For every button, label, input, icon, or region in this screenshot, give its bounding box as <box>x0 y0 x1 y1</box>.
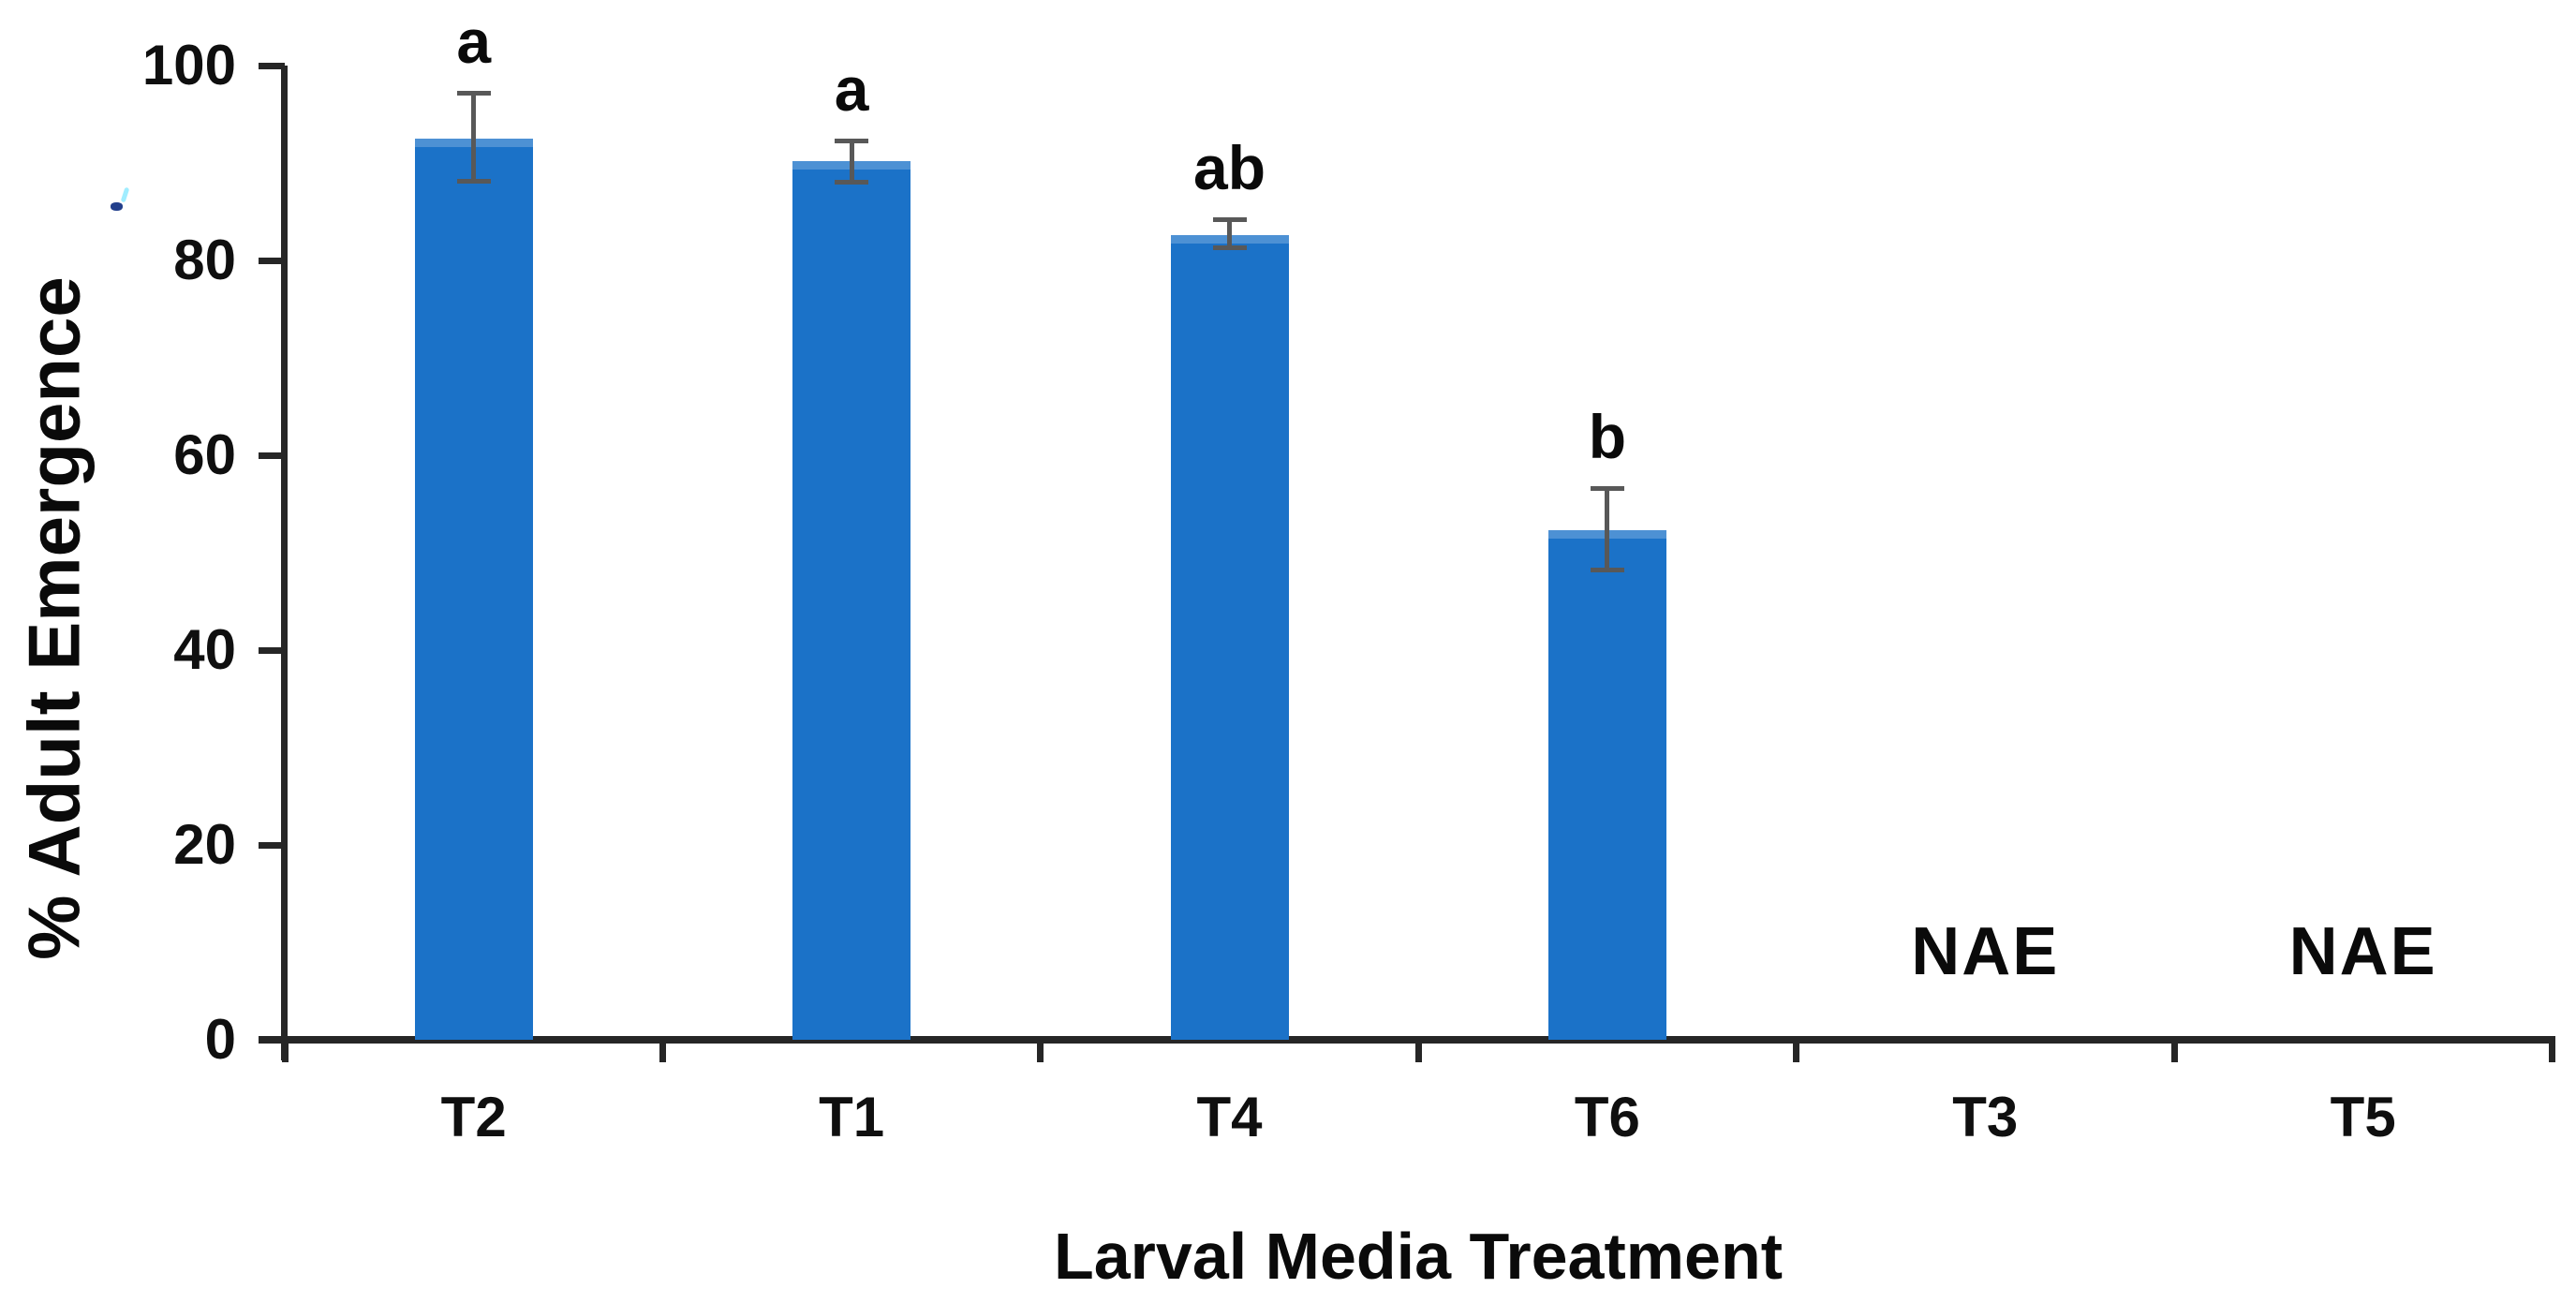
y-tick-label-20: 20 <box>173 813 236 876</box>
y-axis-line <box>281 66 288 1060</box>
y-tick-20 <box>259 841 285 849</box>
y-tick-0 <box>259 1036 285 1044</box>
y-tick-label-80: 80 <box>173 229 236 291</box>
sig-letter-T6: b <box>1588 402 1627 472</box>
bar-T6 <box>1547 530 1666 1040</box>
x-tick-6 <box>2548 1040 2555 1062</box>
x-tick-3 <box>1414 1040 1422 1062</box>
y-tick-label-100: 100 <box>141 34 236 96</box>
x-axis-title: Larval Media Treatment <box>1053 1220 1784 1293</box>
x-tick-label-T1: T1 <box>819 1086 885 1148</box>
y-tick-label-0: 0 <box>204 1008 236 1071</box>
error-bar-cap-bottom-T4 <box>1212 244 1247 250</box>
y-tick-60 <box>259 452 285 459</box>
y-tick-label-60: 60 <box>173 423 236 486</box>
x-tick-label-T3: T3 <box>1952 1086 2019 1148</box>
x-tick-2 <box>1037 1040 1044 1062</box>
error-bar-cap-top-T6 <box>1590 485 1624 491</box>
error-bar-T4 <box>1227 219 1232 248</box>
x-tick-label-T5: T5 <box>2330 1086 2396 1148</box>
stray-mark-speck <box>120 186 130 203</box>
x-tick-4 <box>1793 1040 1800 1062</box>
y-tick-100 <box>259 62 285 69</box>
error-bar-T2 <box>471 93 477 182</box>
nae-label-T5: NAE <box>2288 914 2437 989</box>
x-tick-label-T2: T2 <box>440 1086 507 1148</box>
error-bar-cap-top-T4 <box>1212 216 1247 222</box>
nae-label-T3: NAE <box>1911 914 2060 989</box>
sig-letter-T2: a <box>456 7 492 77</box>
error-bar-cap-top-T1 <box>835 138 869 143</box>
error-bar-cap-bottom-T6 <box>1590 568 1624 573</box>
error-bar-cap-bottom-T2 <box>456 179 491 185</box>
stray-mark-dot <box>111 202 123 211</box>
y-tick-40 <box>259 646 285 654</box>
x-tick-label-T6: T6 <box>1574 1086 1640 1148</box>
x-tick-0 <box>281 1040 289 1062</box>
x-axis-line <box>259 1036 2555 1044</box>
x-tick-5 <box>2170 1040 2178 1062</box>
sig-letter-T1: a <box>834 54 869 125</box>
bar-T4 <box>1170 234 1289 1040</box>
bar-T2 <box>414 139 533 1040</box>
error-bar-T1 <box>849 141 854 183</box>
bar-T1 <box>792 160 911 1040</box>
x-tick-1 <box>659 1040 666 1062</box>
error-bar-cap-bottom-T1 <box>835 180 869 185</box>
y-tick-80 <box>259 257 285 264</box>
error-bar-T6 <box>1605 488 1610 570</box>
y-tick-label-40: 40 <box>173 618 236 681</box>
x-tick-label-T4: T4 <box>1196 1086 1263 1148</box>
sig-letter-T4: ab <box>1192 133 1266 203</box>
error-bar-cap-top-T2 <box>456 90 491 96</box>
